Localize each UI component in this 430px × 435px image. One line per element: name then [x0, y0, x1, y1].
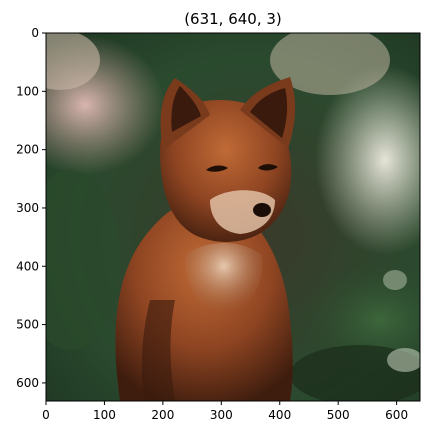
x-tick-label: 600 — [385, 408, 408, 422]
y-tick-label: 600 — [16, 376, 39, 390]
plot-frame — [45, 32, 421, 402]
y-tick-label: 300 — [16, 201, 39, 215]
y-tick-label: 500 — [16, 318, 39, 332]
figure-title: (631, 640, 3) — [184, 10, 282, 28]
x-tick-label: 0 — [42, 408, 50, 422]
fox-photo — [46, 33, 420, 401]
y-tick-label: 100 — [16, 84, 39, 98]
x-tick-label: 100 — [93, 408, 116, 422]
y-tick-label: 0 — [31, 26, 39, 40]
y-tick-label: 400 — [16, 259, 39, 273]
x-tick-label: 300 — [210, 408, 233, 422]
x-tick-label: 200 — [151, 408, 174, 422]
x-tick-label: 500 — [327, 408, 350, 422]
x-axis: 0 100 200 300 400 500 600 — [42, 401, 408, 422]
y-tick-label: 200 — [16, 143, 39, 157]
x-tick-label: 400 — [268, 408, 291, 422]
y-axis: 0 100 200 300 400 500 600 — [16, 26, 46, 390]
